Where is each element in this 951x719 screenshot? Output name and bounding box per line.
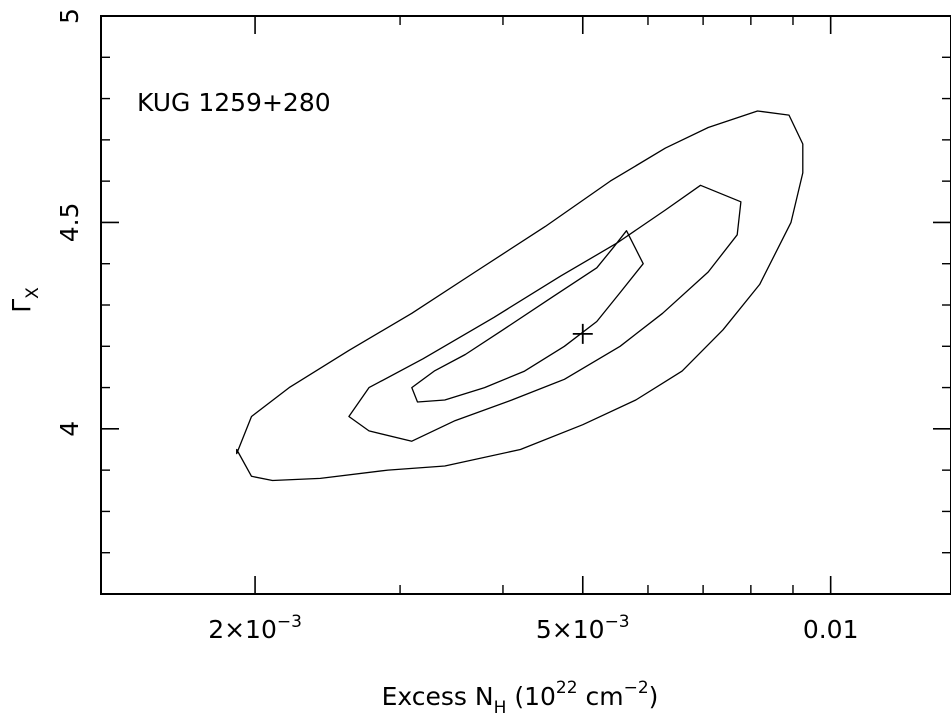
y-axis-label: ΓX	[7, 287, 43, 313]
y-tick-label-0: 4	[55, 421, 84, 437]
contour-middle	[348, 184, 742, 442]
best-fit-marker	[572, 323, 593, 344]
x-tick-label-1: 5×10−3	[536, 612, 630, 644]
contour-inner	[411, 230, 644, 403]
x-tick-label-2: 0.01	[803, 615, 859, 644]
x-axis-label: Excess NH (1022 cm−2)	[382, 678, 659, 718]
svg-text:ΓX: ΓX	[7, 287, 43, 313]
source-annotation: KUG 1259+280	[137, 88, 331, 117]
y-tick-label-2: 5	[55, 8, 84, 24]
contour-outer	[236, 110, 804, 482]
confidence-contours	[236, 110, 804, 482]
y-tick-label-1: 4.5	[55, 203, 84, 243]
plot-frame	[100, 15, 951, 595]
x-tick-label-0: 2×10−3	[208, 612, 302, 644]
